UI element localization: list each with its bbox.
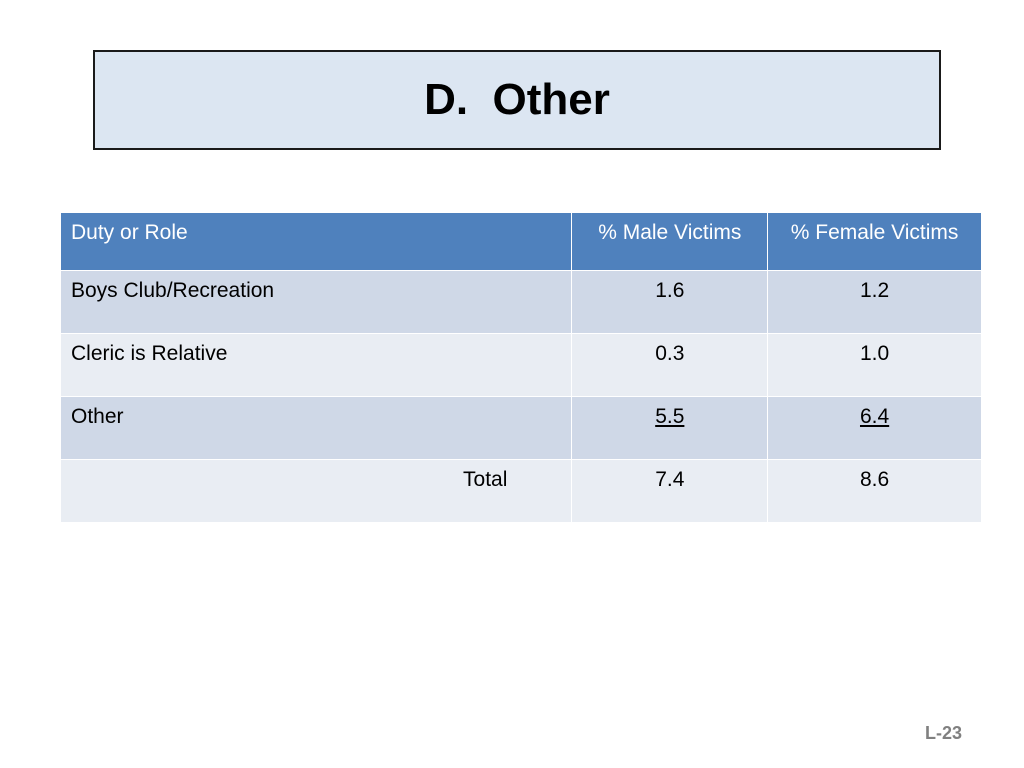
female-total-cell: 8.6 bbox=[767, 459, 982, 523]
role-cell: Boys Club/Recreation bbox=[59, 270, 573, 334]
role-cell: Cleric is Relative bbox=[59, 333, 573, 397]
title-box: D. Other bbox=[93, 50, 941, 150]
female-value-cell: 1.0 bbox=[767, 333, 982, 397]
page-title: D. Other bbox=[424, 75, 610, 124]
table-header-row: Duty or Role % Male Victims % Female Vic… bbox=[59, 213, 982, 271]
slide-number-label: L-23 bbox=[924, 723, 962, 743]
male-value-cell: 1.6 bbox=[571, 270, 769, 334]
female-value-underlined: 6.4 bbox=[859, 404, 890, 428]
table-row: Boys Club/Recreation 1.6 1.2 bbox=[59, 270, 982, 334]
total-label-cell: Total bbox=[59, 459, 573, 523]
header-female-victims: % Female Victims bbox=[767, 213, 982, 271]
data-table: Duty or Role % Male Victims % Female Vic… bbox=[59, 213, 982, 523]
male-value-cell: 5.5 bbox=[571, 396, 769, 460]
male-value-cell: 0.3 bbox=[571, 333, 769, 397]
role-cell: Other bbox=[59, 396, 573, 460]
female-value-cell: 1.2 bbox=[767, 270, 982, 334]
female-value-cell: 6.4 bbox=[767, 396, 982, 460]
male-total-cell: 7.4 bbox=[571, 459, 769, 523]
header-male-victims: % Male Victims bbox=[571, 213, 769, 271]
total-row: Total 7.4 8.6 bbox=[59, 459, 982, 523]
table-row: Other 5.5 6.4 bbox=[59, 396, 982, 460]
table-row: Cleric is Relative 0.3 1.0 bbox=[59, 333, 982, 397]
header-duty-or-role: Duty or Role bbox=[59, 213, 573, 271]
male-value-underlined: 5.5 bbox=[655, 404, 685, 428]
